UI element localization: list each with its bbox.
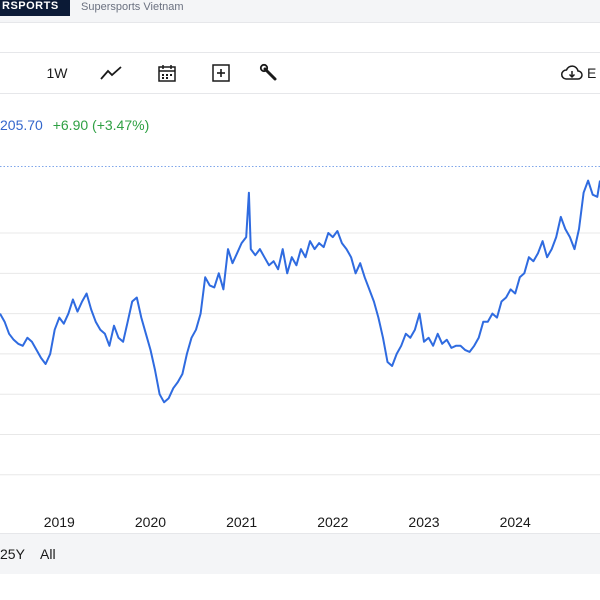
line-chart-icon [100, 66, 122, 80]
price-change: +6.90 (+3.47%) [52, 117, 150, 133]
chart-type-button[interactable] [96, 53, 126, 93]
date-range-button[interactable] [153, 53, 181, 93]
app-header: RSPORTS Supersports Vietnam [0, 0, 600, 23]
cloud-download-icon [561, 65, 583, 80]
x-tick-label: 2022 [317, 514, 348, 530]
calendar-icon [158, 65, 176, 82]
range-1w-button[interactable]: 1W [46, 65, 68, 81]
brand-logo-text: RSPORTS [2, 0, 59, 12]
settings-button[interactable] [254, 53, 284, 93]
range-selector: 25Y All [0, 533, 600, 574]
last-price: 205.70 [0, 117, 43, 133]
add-indicator-icon [212, 64, 230, 82]
price-quote: 205.70 +6.90 (+3.47%) [0, 117, 149, 133]
x-tick-label: 2020 [135, 514, 166, 530]
chart-toolbar: 1W [0, 52, 600, 94]
price-line [0, 179, 600, 404]
company-name: Supersports Vietnam [81, 1, 184, 13]
export-label: E [587, 65, 597, 81]
add-indicator-button[interactable] [206, 53, 236, 93]
x-tick-label: 2019 [44, 514, 75, 530]
x-tick-label: 2021 [226, 514, 257, 530]
wrench-icon [259, 63, 277, 81]
range-25y-button[interactable]: 25Y [0, 546, 25, 562]
brand-logo[interactable]: RSPORTS [0, 0, 70, 16]
export-button[interactable]: E [560, 53, 600, 93]
range-all-button[interactable]: All [40, 546, 56, 562]
x-tick-label: 2024 [500, 514, 531, 530]
x-tick-label: 2023 [408, 514, 439, 530]
